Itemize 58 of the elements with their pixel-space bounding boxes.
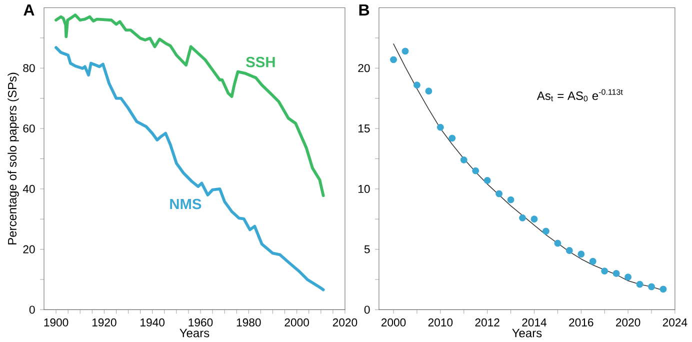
y-tick-label: 0 xyxy=(364,306,370,314)
point xyxy=(624,274,632,281)
point xyxy=(578,250,585,258)
point xyxy=(554,240,562,247)
point xyxy=(660,286,667,293)
point xyxy=(648,283,655,290)
x-axis-title: Years xyxy=(512,329,542,338)
point xyxy=(472,167,480,174)
line-series xyxy=(54,14,325,198)
point xyxy=(425,88,432,95)
y-tick-label: 20 xyxy=(358,64,370,72)
point xyxy=(484,177,491,184)
y-tick-label: 0 xyxy=(29,306,35,314)
x-tick-label: 1900 xyxy=(44,318,68,327)
x-tick-label: 1920 xyxy=(92,318,116,327)
chart-title: A xyxy=(24,4,34,16)
y-tick-label: 20 xyxy=(23,245,35,254)
point xyxy=(566,247,573,254)
x-tick-label: 2012 xyxy=(475,318,500,327)
point xyxy=(402,48,409,55)
series-label: NMS xyxy=(170,198,202,210)
point xyxy=(448,134,456,142)
point xyxy=(414,82,420,89)
x-tick-label: 2014 xyxy=(522,318,547,327)
y-tick-label: 40 xyxy=(22,185,35,194)
point xyxy=(636,280,644,288)
x-tick-label: 1980 xyxy=(236,318,261,327)
point xyxy=(530,216,538,223)
x-tick-label: 1960 xyxy=(188,318,213,327)
x-tick-label: 2000 xyxy=(381,318,406,327)
point xyxy=(436,124,444,131)
x-axis-title: Years xyxy=(180,329,210,338)
point xyxy=(390,56,397,64)
line-series xyxy=(54,46,325,292)
point xyxy=(460,156,468,164)
point xyxy=(496,190,503,198)
y-tick-label: 60 xyxy=(23,124,35,133)
chart-title: B xyxy=(359,4,370,16)
point xyxy=(589,258,596,265)
y-axis-title: Percentage of solo papers (SPs) xyxy=(8,72,19,245)
y-tick-label: 80 xyxy=(23,64,35,72)
point xyxy=(507,196,514,204)
x-tick-label: 2010 xyxy=(428,318,453,327)
x-tick-label: 2016 xyxy=(569,318,594,327)
y-tick-label: 5 xyxy=(364,245,370,254)
point xyxy=(612,270,620,278)
y-tick-label: 15 xyxy=(358,124,370,133)
x-tick-label: 2020 xyxy=(332,318,358,327)
x-tick-label: 2000 xyxy=(284,318,309,327)
x-tick-label: 2024 xyxy=(662,318,688,327)
x-tick-label: 1940 xyxy=(140,318,165,327)
point xyxy=(542,228,550,235)
annotation: As$_{t}$ = AS$_{0}$ e$^{-0.113t}$ xyxy=(536,89,623,102)
y-tick-label: 10 xyxy=(358,185,370,194)
point xyxy=(519,214,526,222)
point xyxy=(601,268,608,275)
series-label: SSH xyxy=(246,57,275,68)
x-tick-label: 2020 xyxy=(616,318,640,327)
